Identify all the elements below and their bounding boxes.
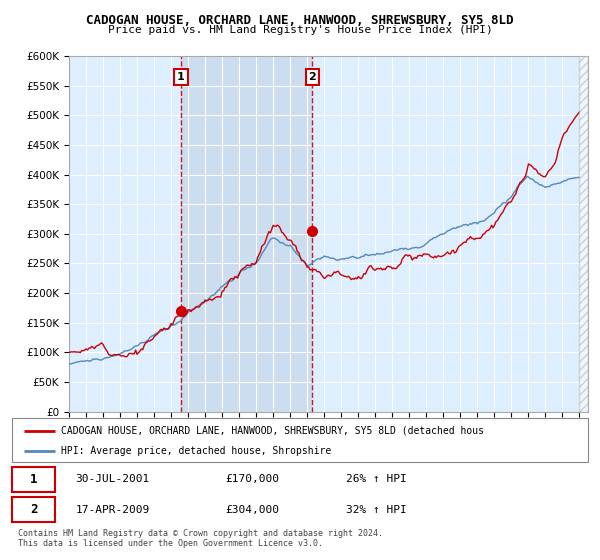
Text: £304,000: £304,000	[225, 505, 279, 515]
Text: 1: 1	[177, 72, 185, 82]
Text: 1: 1	[30, 473, 37, 486]
Text: 26% ↑ HPI: 26% ↑ HPI	[346, 474, 407, 484]
FancyBboxPatch shape	[12, 497, 55, 522]
Text: This data is licensed under the Open Government Licence v3.0.: This data is licensed under the Open Gov…	[18, 539, 323, 548]
Text: CADOGAN HOUSE, ORCHARD LANE, HANWOOD, SHREWSBURY, SY5 8LD: CADOGAN HOUSE, ORCHARD LANE, HANWOOD, SH…	[86, 14, 514, 27]
Text: Price paid vs. HM Land Registry's House Price Index (HPI): Price paid vs. HM Land Registry's House …	[107, 25, 493, 35]
Text: 30-JUL-2001: 30-JUL-2001	[76, 474, 149, 484]
FancyBboxPatch shape	[12, 466, 55, 492]
Text: £170,000: £170,000	[225, 474, 279, 484]
Text: 2: 2	[30, 503, 37, 516]
Text: 17-APR-2009: 17-APR-2009	[76, 505, 149, 515]
Text: HPI: Average price, detached house, Shropshire: HPI: Average price, detached house, Shro…	[61, 446, 331, 456]
Text: 2: 2	[308, 72, 316, 82]
Text: Contains HM Land Registry data © Crown copyright and database right 2024.: Contains HM Land Registry data © Crown c…	[18, 529, 383, 538]
Text: CADOGAN HOUSE, ORCHARD LANE, HANWOOD, SHREWSBURY, SY5 8LD (detached hous: CADOGAN HOUSE, ORCHARD LANE, HANWOOD, SH…	[61, 426, 484, 436]
FancyBboxPatch shape	[12, 418, 588, 462]
Bar	[580, 56, 588, 412]
Text: 32% ↑ HPI: 32% ↑ HPI	[346, 505, 407, 515]
Bar	[181, 56, 313, 412]
